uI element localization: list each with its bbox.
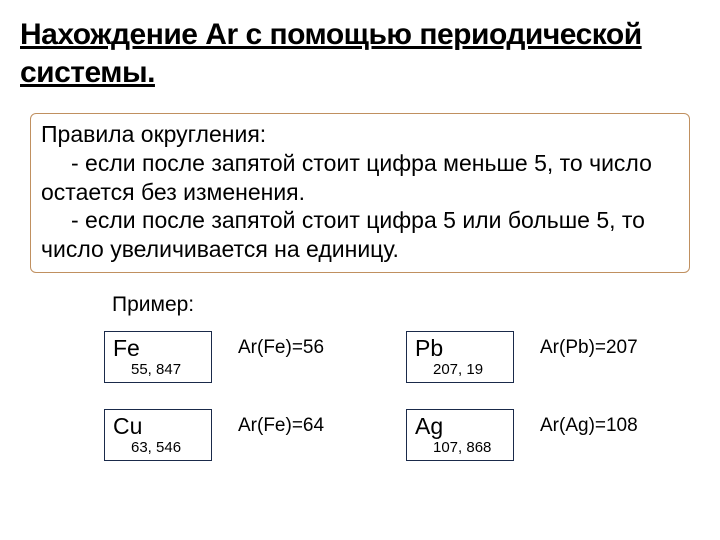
element-cell: Fe 55, 847	[104, 331, 212, 383]
element-cell: Ag 107, 868	[406, 409, 514, 461]
element-symbol: Fe	[113, 336, 203, 361]
element-mass: 207, 19	[415, 361, 505, 380]
rule-1: - если после запятой стоит цифра меньше …	[41, 149, 679, 207]
element-mass: 55, 847	[113, 361, 203, 380]
rule-2: - если после запятой стоит цифра 5 или б…	[41, 206, 679, 264]
element-mass: 63, 546	[113, 439, 203, 458]
element-ar: Ar(Fe)=64	[238, 409, 388, 437]
element-symbol: Cu	[113, 414, 203, 439]
element-mass: 107, 868	[415, 439, 505, 458]
page-title: Нахождение Ar с помощью периодической си…	[20, 16, 700, 91]
elements-grid: Fe 55, 847 Ar(Fe)=56 Pb 207, 19 Ar(Pb)=2…	[104, 331, 700, 461]
example-label: Пример:	[112, 293, 700, 317]
element-ar: Ar(Pb)=207	[540, 331, 690, 359]
element-symbol: Ag	[415, 414, 505, 439]
rules-box: Правила округления: - если после запятой…	[30, 113, 690, 273]
rules-intro: Правила округления:	[41, 120, 679, 149]
element-ar: Ar(Fe)=56	[238, 331, 388, 359]
element-cell: Pb 207, 19	[406, 331, 514, 383]
element-cell: Cu 63, 546	[104, 409, 212, 461]
element-symbol: Pb	[415, 336, 505, 361]
element-ar: Ar(Ag)=108	[540, 409, 690, 437]
